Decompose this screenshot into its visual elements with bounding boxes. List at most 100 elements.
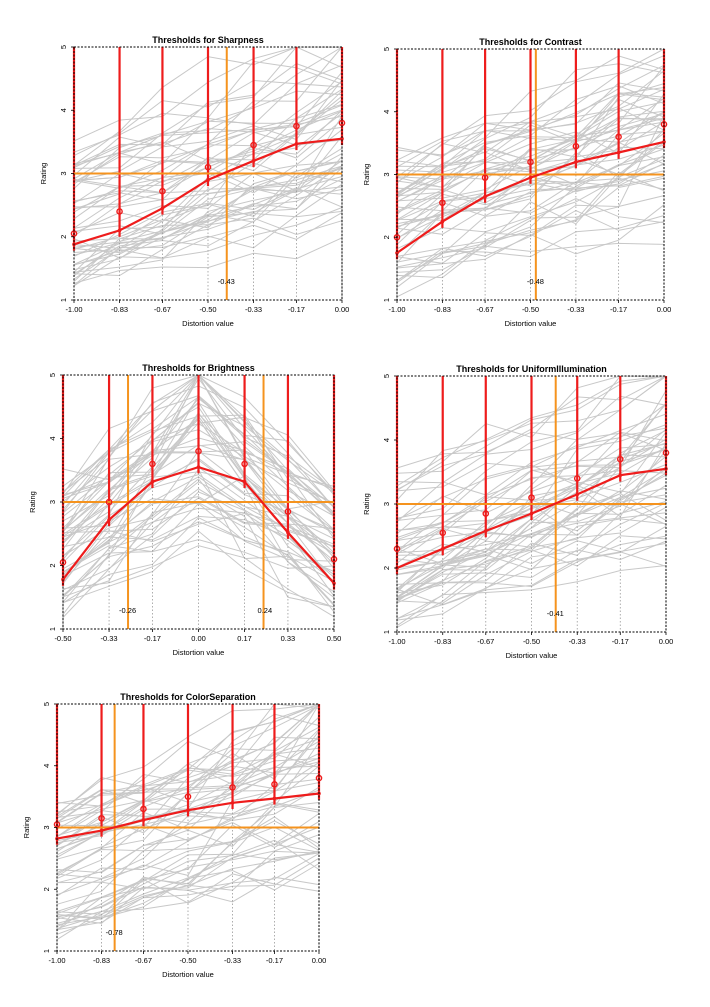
y-tick-label: 2 xyxy=(382,235,391,239)
chart-panel-3: Thresholds for Brightness -0.26 0.24 -0.50 -… xyxy=(28,363,341,657)
x-tick-label: -1.00 xyxy=(388,305,405,314)
x-tick-label: -0.83 xyxy=(434,305,451,314)
mean-point xyxy=(527,158,534,166)
y-tick-label: 1 xyxy=(59,298,68,302)
x-tick-label: -0.50 xyxy=(523,637,540,646)
fit-point xyxy=(107,517,111,522)
x-tick-label: 0.00 xyxy=(191,634,206,643)
x-tick-label: 0.00 xyxy=(335,305,350,314)
fit-point xyxy=(618,473,623,478)
mean-point xyxy=(481,174,489,181)
mean-point xyxy=(241,460,248,468)
y-axis-label: Rating xyxy=(22,817,31,839)
x-tick-label: -1.00 xyxy=(48,956,65,965)
threshold-label: -0.26 xyxy=(119,606,136,615)
x-tick-label: -0.17 xyxy=(288,305,305,314)
chart-panel-2: Thresholds for Contrast -0.48 -1.00 -0.83 -0… xyxy=(362,37,671,328)
x-tick-label: 0.33 xyxy=(281,634,296,643)
fit-point xyxy=(61,577,65,582)
x-tick-label: -0.33 xyxy=(567,305,584,314)
y-tick-label: 3 xyxy=(42,825,51,829)
chart-panel-5: Thresholds for ColorSeparation -0.78 -1.00… xyxy=(22,692,326,979)
participant-line xyxy=(62,521,335,596)
participant-line xyxy=(396,431,667,620)
fit-point xyxy=(616,150,621,155)
fit-point xyxy=(440,219,445,224)
chart-panel-4: Thresholds for UniformIllumination -0.41 -… xyxy=(362,364,673,660)
threshold-label: -0.78 xyxy=(106,928,123,937)
y-axis-label: Rating xyxy=(362,164,371,186)
y-tick-label: 5 xyxy=(382,374,391,378)
mean-point xyxy=(229,784,236,791)
fit-point xyxy=(528,175,533,180)
chart-title: Thresholds for ColorSeparation xyxy=(120,692,256,702)
fit-point xyxy=(160,206,165,211)
y-tick-label: 5 xyxy=(42,702,51,706)
participant-line xyxy=(396,565,667,627)
mean-point xyxy=(105,498,113,506)
x-tick-label: -0.33 xyxy=(245,305,262,314)
mean-point xyxy=(116,208,123,215)
fit-point xyxy=(99,828,104,833)
mean-point xyxy=(293,122,300,130)
y-tick-label: 1 xyxy=(382,630,391,634)
y-axis-label: Rating xyxy=(28,491,37,513)
chart-title: Thresholds for Sharpness xyxy=(152,35,264,45)
fit-point xyxy=(483,529,488,533)
mean-point xyxy=(439,529,447,537)
y-axis-label: Rating xyxy=(362,493,371,515)
mean-point xyxy=(149,460,156,468)
fit-point xyxy=(395,251,399,255)
y-tick-label: 3 xyxy=(59,171,68,175)
mean-point xyxy=(140,805,147,813)
y-tick-label: 4 xyxy=(48,436,57,440)
mean-point xyxy=(184,793,192,800)
x-tick-label: 0.00 xyxy=(312,956,327,965)
mean-point xyxy=(528,494,535,501)
fit-point xyxy=(242,479,247,484)
threshold-label: 0.24 xyxy=(258,606,273,615)
mean-point xyxy=(572,142,580,150)
fit-point xyxy=(332,581,336,586)
mean-point xyxy=(616,455,624,463)
fit-point xyxy=(206,178,210,182)
x-tick-label: -0.17 xyxy=(266,956,283,965)
y-tick-label: 2 xyxy=(382,566,391,570)
mean-point xyxy=(159,187,166,195)
fit-point xyxy=(294,141,299,146)
x-tick-label: -0.50 xyxy=(199,305,216,314)
fit-point xyxy=(186,808,190,813)
chart-title: Thresholds for Brightness xyxy=(142,363,255,373)
mean-point xyxy=(573,475,581,482)
y-tick-label: 4 xyxy=(42,764,51,768)
fit-point xyxy=(529,511,534,516)
chart-title: Thresholds for UniformIllumination xyxy=(456,364,607,374)
x-tick-label: -0.67 xyxy=(135,956,152,965)
x-tick-label: -0.17 xyxy=(612,637,629,646)
x-tick-label: -1.00 xyxy=(388,637,405,646)
x-tick-label: -0.67 xyxy=(477,305,494,314)
y-tick-label: 3 xyxy=(48,500,57,504)
mean-point xyxy=(271,780,278,788)
y-tick-label: 5 xyxy=(48,373,57,377)
x-tick-label: -0.17 xyxy=(144,634,161,643)
y-tick-label: 4 xyxy=(382,110,391,114)
y-tick-label: 4 xyxy=(382,438,391,442)
x-tick-label: -1.00 xyxy=(65,305,82,314)
fit-point xyxy=(141,818,146,822)
threshold-label: -0.43 xyxy=(218,277,235,286)
mean-point xyxy=(439,199,446,207)
participant-line xyxy=(73,135,343,277)
x-tick-label: -0.50 xyxy=(522,305,539,314)
y-tick-label: 5 xyxy=(382,47,391,51)
x-tick-label: -0.83 xyxy=(93,956,110,965)
x-tick-label: -0.83 xyxy=(111,305,128,314)
fit-point xyxy=(286,530,290,535)
x-tick-label: -0.67 xyxy=(154,305,171,314)
participant-line xyxy=(396,535,667,599)
fit-point xyxy=(574,160,578,164)
y-tick-label: 3 xyxy=(382,502,391,506)
x-tick-label: -0.50 xyxy=(179,956,196,965)
x-tick-label: -0.17 xyxy=(610,305,627,314)
participant-line xyxy=(56,857,320,926)
